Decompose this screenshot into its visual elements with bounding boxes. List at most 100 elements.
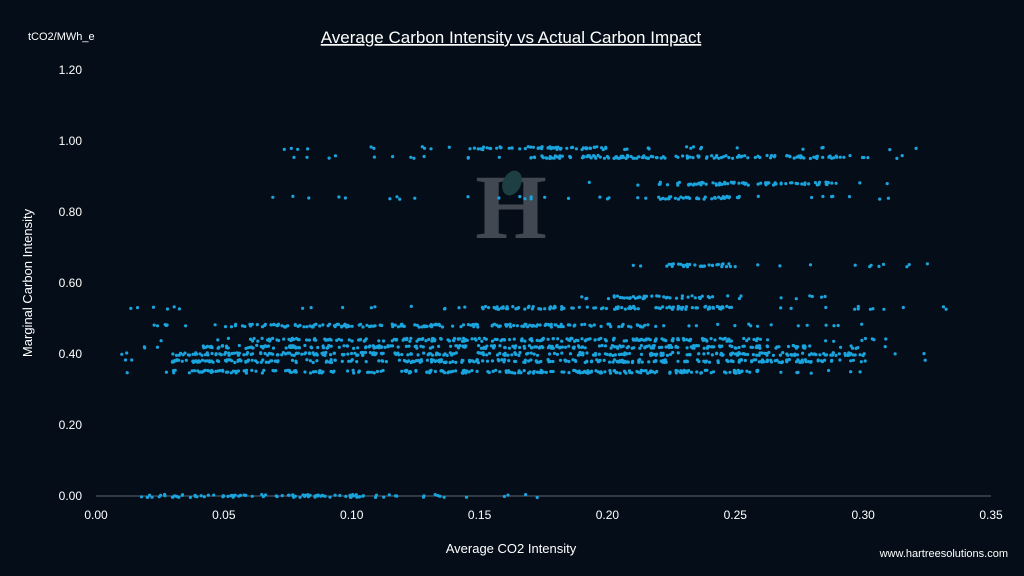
data-point [353, 351, 357, 355]
data-point [256, 339, 260, 343]
data-point [765, 359, 769, 364]
y-tick-label: 1.20 [59, 63, 83, 77]
data-point [367, 345, 371, 349]
data-point [219, 353, 223, 357]
data-point [613, 353, 618, 357]
data-point [922, 352, 926, 356]
data-point [629, 154, 633, 159]
data-point [583, 346, 587, 350]
data-point [721, 306, 725, 310]
data-point [361, 325, 365, 329]
data-point [688, 339, 692, 343]
data-point [236, 369, 240, 373]
data-point [452, 352, 456, 356]
data-point [460, 358, 464, 362]
data-point [490, 359, 495, 363]
data-point [576, 353, 581, 357]
data-point [343, 196, 347, 200]
data-point [311, 351, 315, 355]
data-point [223, 352, 227, 356]
data-point [421, 495, 426, 499]
data-point [454, 369, 458, 373]
data-point [203, 359, 207, 363]
data-point [233, 493, 237, 497]
data-point [406, 353, 410, 357]
data-point [777, 360, 781, 364]
data-point [868, 307, 873, 311]
data-point [339, 338, 344, 342]
data-point [668, 296, 672, 300]
data-point [535, 495, 539, 500]
data-point [419, 344, 423, 348]
data-point [695, 370, 699, 374]
data-point [261, 346, 265, 350]
data-point [362, 339, 366, 343]
data-point [596, 370, 600, 374]
data-point [711, 370, 716, 374]
data-point [420, 145, 424, 149]
data-point [214, 353, 218, 357]
data-point [779, 370, 783, 374]
data-point [552, 351, 557, 355]
data-point [296, 147, 300, 151]
data-point [405, 338, 409, 342]
data-point [400, 369, 404, 373]
data-point [696, 154, 700, 158]
data-point [737, 181, 741, 185]
data-point [625, 346, 629, 350]
data-point [374, 495, 378, 499]
data-point [506, 493, 510, 497]
data-point [451, 324, 455, 328]
data-point [619, 345, 623, 349]
data-point [599, 324, 603, 328]
data-point [564, 359, 568, 363]
data-point [836, 323, 840, 328]
data-point [860, 322, 864, 326]
data-point [546, 322, 550, 327]
data-point [522, 369, 526, 373]
data-point [670, 345, 674, 349]
data-point [373, 353, 377, 357]
data-point [237, 351, 241, 355]
data-point [625, 296, 629, 300]
data-point [274, 369, 278, 373]
data-point [750, 360, 754, 364]
data-point [907, 263, 911, 267]
data-point [275, 324, 279, 328]
data-point [280, 324, 284, 328]
data-point [741, 344, 745, 348]
data-point [396, 325, 400, 329]
data-point [760, 358, 765, 362]
data-point [475, 369, 479, 373]
data-point [689, 146, 693, 150]
data-point [746, 352, 750, 357]
data-point [234, 322, 238, 326]
data-point [306, 495, 310, 499]
data-point [662, 295, 666, 299]
data-point [275, 338, 279, 342]
data-point [790, 353, 794, 357]
data-point [607, 196, 611, 200]
data-point [123, 358, 128, 362]
data-point [538, 370, 542, 375]
data-point [767, 350, 771, 355]
data-point [624, 371, 628, 375]
data-point [487, 370, 491, 375]
data-point [648, 338, 652, 342]
data-point [527, 359, 531, 363]
data-point [832, 339, 836, 343]
data-point [432, 358, 436, 362]
data-point [689, 370, 694, 374]
data-point [636, 183, 640, 187]
data-point [726, 359, 730, 364]
data-point [583, 322, 587, 326]
data-point [305, 358, 309, 362]
data-point [480, 305, 484, 309]
data-point [422, 154, 426, 159]
x-tick-label: 0.35 [979, 508, 1003, 522]
data-point [307, 196, 311, 200]
data-point [461, 344, 465, 348]
data-point [658, 197, 663, 201]
data-point [650, 294, 654, 298]
data-point [737, 360, 741, 364]
